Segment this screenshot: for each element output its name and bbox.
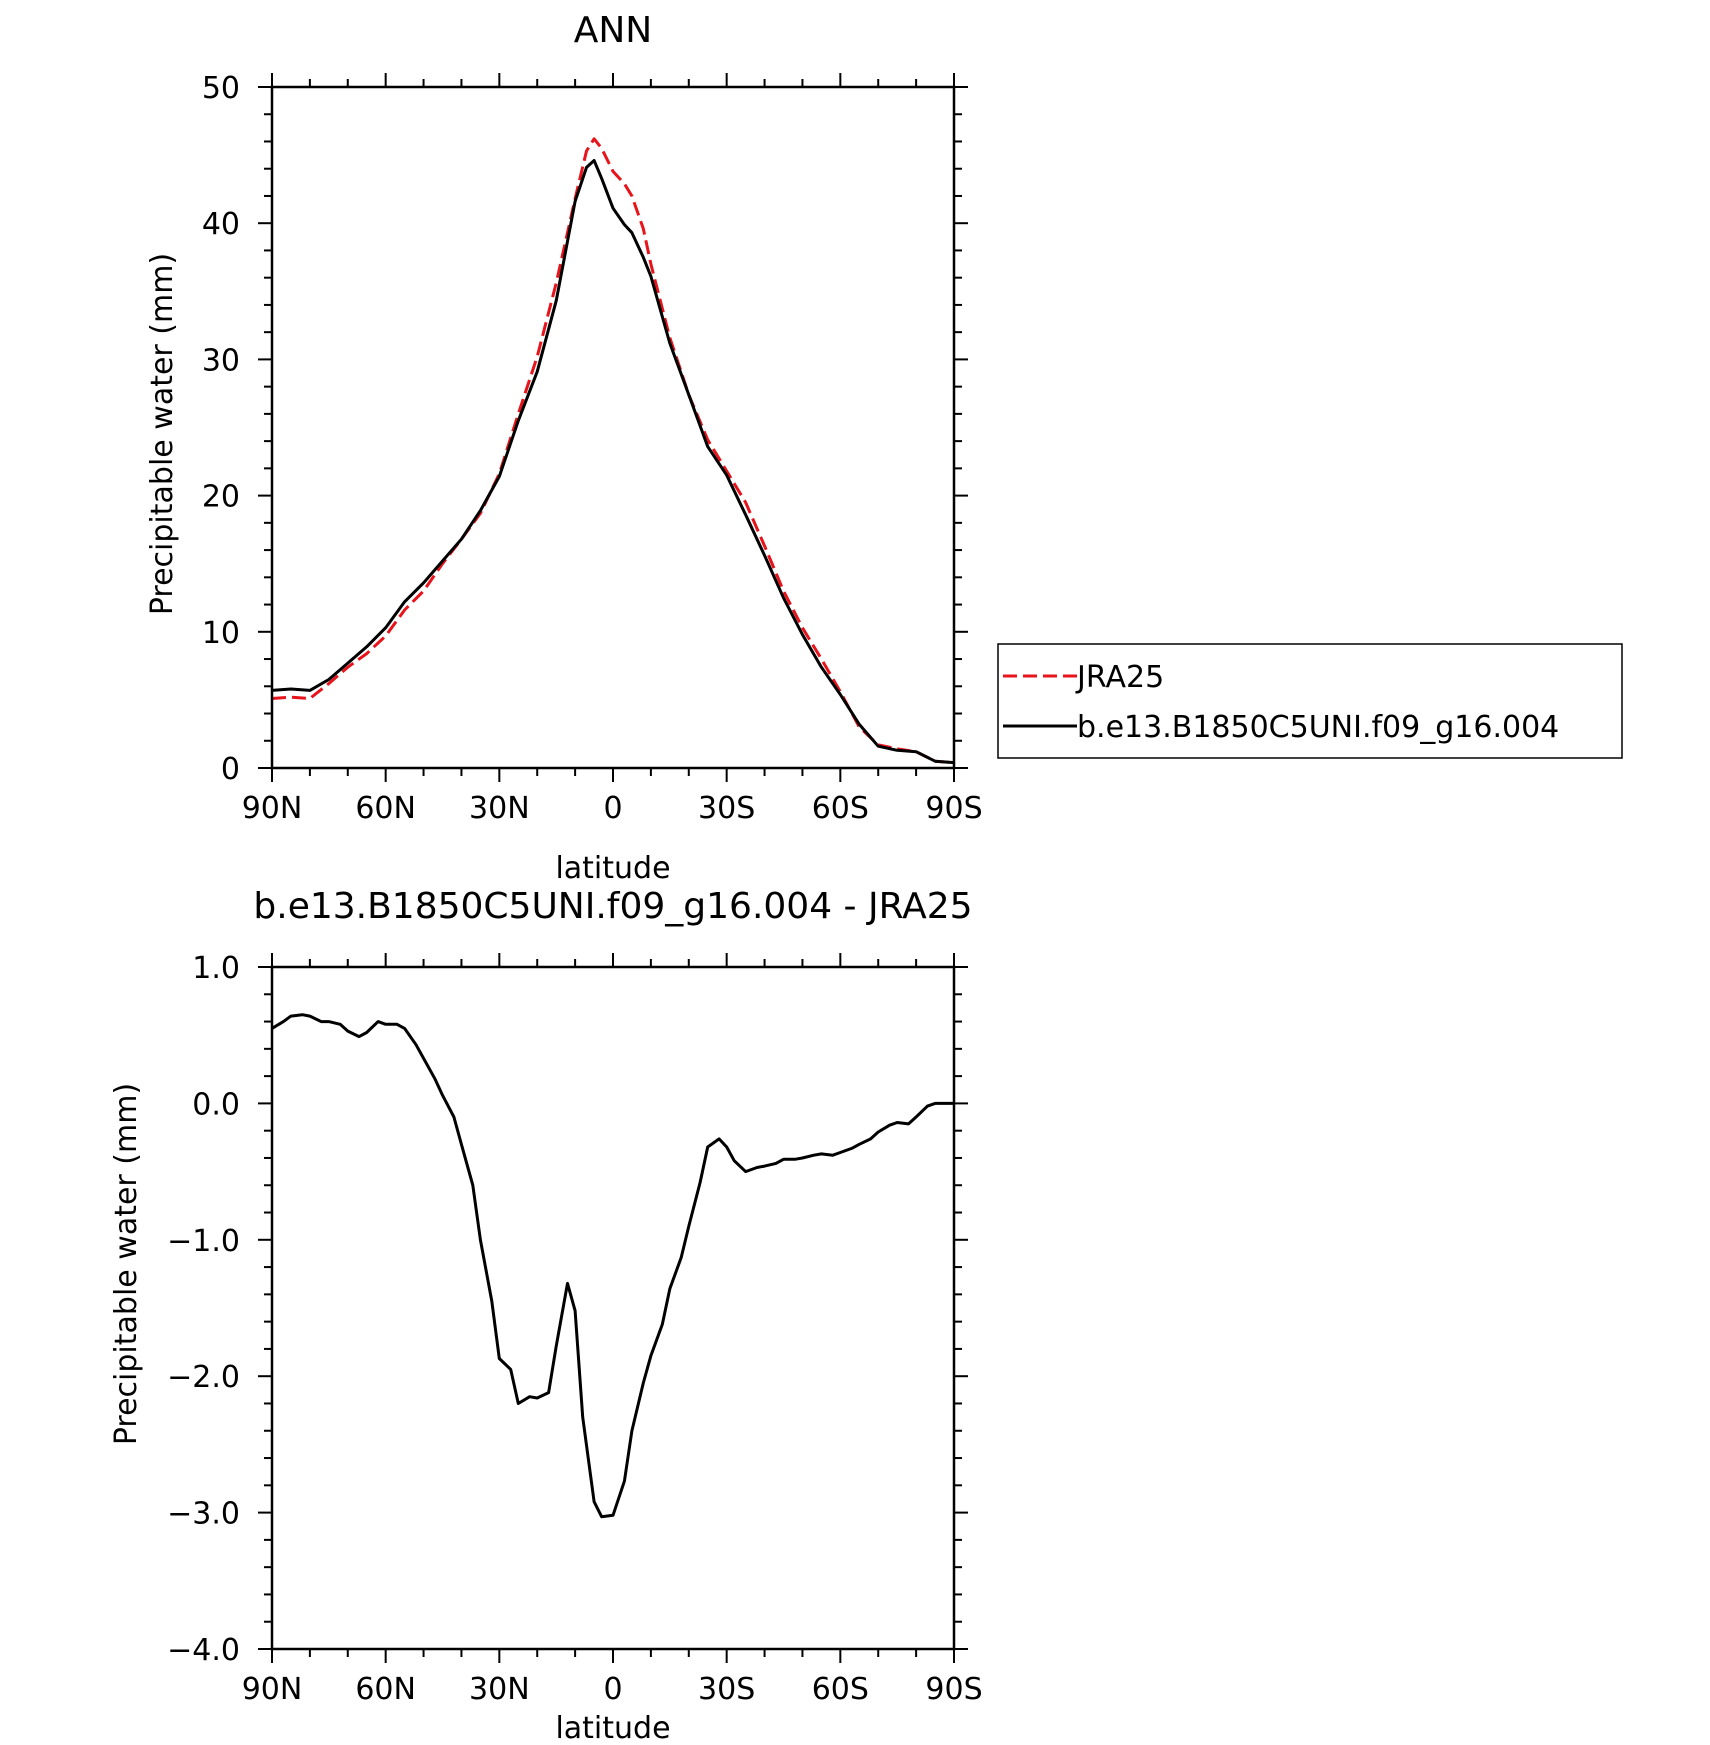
top-x-tick-label: 60S [812,791,869,826]
top-x-tick-label: 0 [603,791,622,826]
top-plot-frame [270,85,956,770]
top-x-tick-label: 60N [355,791,416,826]
top-y-tick-label: 10 [202,616,240,651]
bottom-y-tick-label: −3.0 [167,1497,240,1532]
bottom-x-axis-label: latitude [555,1711,670,1745]
legend-box [997,643,1623,759]
bottom-x-tick-label: 60N [355,1672,416,1707]
bottom-series-lines [271,1013,954,1519]
top-series-model-line [271,159,955,765]
bottom-y-tick-label: 1.0 [192,951,240,986]
top-y-tick-label: 0 [221,752,240,787]
top-x-axis-label: latitude [555,851,670,886]
legend-label-model: b.e13.B1850C5UNI.f09_g16.004 [1077,710,1559,745]
top-series-jra25-line [271,137,955,765]
bottom-plot-frame [270,965,956,1651]
bottom-x-tick-label: 30N [469,1672,530,1707]
top-x-tick-labels: 90N 60N 30N 0 30S 60S 90S [242,791,983,826]
top-panel: ANN Precipitable water (mm) latitude 90N… [145,10,983,886]
top-y-tick-label: 50 [202,71,240,106]
bottom-x-tick-label: 0 [603,1672,622,1707]
bottom-x-tick-label: 90S [925,1672,982,1707]
top-axis-ticks [258,73,968,782]
bottom-y-tick-labels: −4.0 −3.0 −2.0 −1.0 0.0 1.0 [167,951,240,1668]
legend: JRA25 b.e13.B1850C5UNI.f09_g16.004 [997,643,1623,759]
top-series-lines [271,137,955,765]
bottom-x-tick-labels: 90N 60N 30N 0 30S 60S 90S [242,1672,983,1707]
legend-label-jra25: JRA25 [1075,660,1164,695]
top-y-tick-label: 20 [202,480,240,515]
bottom-x-tick-label: 30S [698,1672,755,1707]
bottom-panel: b.e13.B1850C5UNI.f09_g16.004 - JRA25 Pre… [109,886,983,1745]
bottom-chart-title: b.e13.B1850C5UNI.f09_g16.004 - JRA25 [253,886,972,927]
top-x-tick-label: 30S [698,791,755,826]
top-y-tick-labels: 0 10 20 30 40 50 [202,71,240,787]
top-y-tick-label: 30 [202,343,240,378]
bottom-y-tick-label: 0.0 [192,1087,240,1122]
bottom-y-tick-label: −1.0 [167,1224,240,1259]
top-x-tick-label: 90S [925,791,982,826]
bottom-y-axis-label: Precipitable water (mm) [109,1083,144,1445]
bottom-y-tick-label: −2.0 [167,1360,240,1395]
top-y-axis-label: Precipitable water (mm) [145,253,180,615]
top-x-tick-label: 90N [242,791,303,826]
bottom-series-difference-line [271,1013,954,1519]
bottom-axis-ticks [258,953,968,1663]
bottom-x-tick-label: 90N [242,1672,303,1707]
top-x-tick-label: 30N [469,791,530,826]
bottom-x-tick-label: 60S [812,1672,869,1707]
top-chart-title: ANN [574,10,653,51]
bottom-y-tick-label: −4.0 [167,1633,240,1668]
top-y-tick-label: 40 [202,207,240,242]
